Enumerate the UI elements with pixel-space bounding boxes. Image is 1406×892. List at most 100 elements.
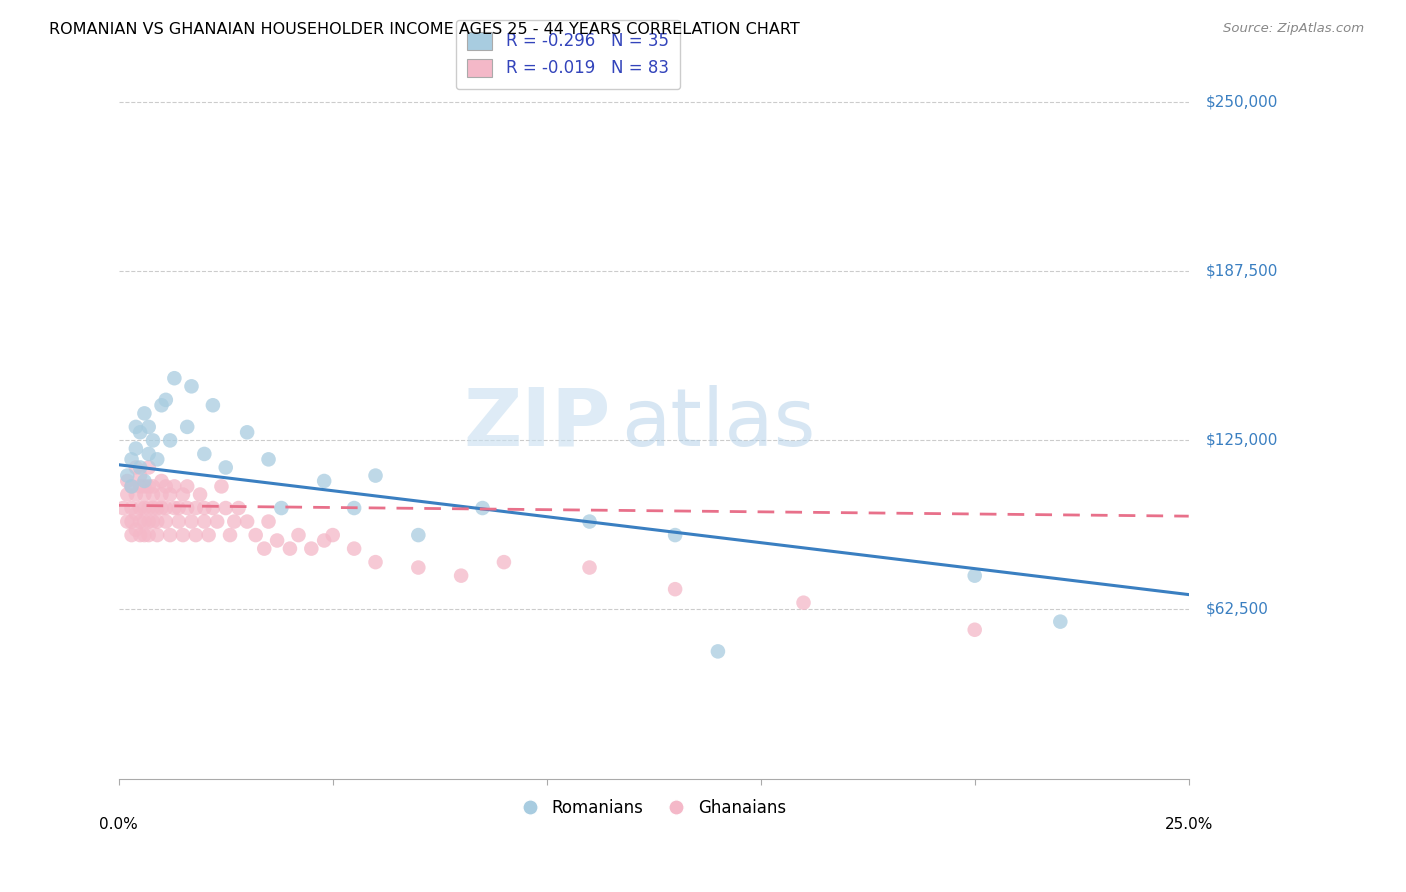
Point (1049, 615, 1071, 629)
Text: 0.0%: 0.0% (100, 817, 138, 832)
Point (172, 528, 194, 542)
Point (364, 555, 387, 569)
Point (963, 568, 986, 582)
Point (125, 460, 148, 475)
Point (219, 528, 242, 542)
Point (492, 555, 515, 569)
Point (167, 501, 190, 516)
Text: $125,000: $125,000 (1206, 433, 1278, 448)
Point (278, 541, 301, 556)
Point (134, 501, 156, 516)
Text: ROMANIAN VS GHANAIAN HOUSEHOLDER INCOME AGES 25 - 44 YEARS CORRELATION CHART: ROMANIAN VS GHANAIAN HOUSEHOLDER INCOME … (49, 22, 800, 37)
Point (201, 398, 224, 412)
Point (167, 515, 190, 529)
Point (266, 533, 288, 548)
Point (125, 507, 148, 521)
Point (146, 515, 169, 529)
Point (129, 460, 152, 475)
Point (184, 528, 207, 542)
Point (205, 515, 228, 529)
Point (134, 474, 156, 488)
Point (121, 528, 143, 542)
Point (134, 479, 156, 493)
Point (322, 528, 344, 542)
Point (299, 541, 322, 556)
Point (121, 515, 143, 529)
Point (180, 515, 202, 529)
Point (172, 487, 194, 501)
Point (471, 501, 494, 516)
Point (142, 434, 165, 448)
Point (129, 425, 152, 440)
Point (150, 487, 173, 501)
Point (125, 523, 148, 537)
Point (125, 420, 148, 434)
Point (121, 452, 143, 467)
Point (150, 398, 173, 412)
Point (121, 479, 143, 493)
Point (134, 528, 156, 542)
Point (257, 515, 280, 529)
Point (215, 501, 238, 516)
Point (117, 468, 139, 483)
Point (150, 474, 173, 488)
Point (163, 371, 186, 385)
Text: 25.0%: 25.0% (1164, 817, 1213, 832)
Point (193, 447, 215, 461)
Point (129, 468, 152, 483)
Point (155, 479, 177, 493)
Point (287, 528, 309, 542)
Point (142, 487, 165, 501)
Point (134, 515, 156, 529)
Point (125, 442, 148, 456)
Point (155, 392, 177, 407)
Point (129, 528, 152, 542)
Point (578, 515, 600, 529)
Point (188, 487, 211, 501)
Point (111, 501, 134, 516)
Text: $62,500: $62,500 (1206, 602, 1268, 617)
Point (129, 479, 152, 493)
Point (159, 487, 181, 501)
Point (163, 501, 186, 516)
Point (138, 501, 160, 516)
Point (159, 528, 181, 542)
Point (117, 474, 139, 488)
Point (176, 420, 198, 434)
Point (664, 528, 686, 542)
Point (138, 479, 160, 493)
Text: $187,500: $187,500 (1206, 264, 1278, 279)
Point (664, 582, 686, 597)
Point (578, 560, 600, 574)
Point (159, 434, 181, 448)
Point (408, 560, 430, 574)
Point (707, 644, 730, 658)
Text: Source: ZipAtlas.com: Source: ZipAtlas.com (1223, 22, 1364, 36)
Point (146, 528, 169, 542)
Point (138, 460, 160, 475)
Point (150, 501, 173, 516)
Point (138, 528, 160, 542)
Point (146, 501, 169, 516)
Point (163, 479, 186, 493)
Point (117, 515, 139, 529)
Point (314, 474, 336, 488)
Point (236, 425, 259, 440)
Point (138, 420, 160, 434)
Point (117, 487, 139, 501)
Point (129, 515, 152, 529)
Point (193, 501, 215, 516)
Point (176, 501, 198, 516)
Point (184, 501, 207, 516)
Point (138, 515, 160, 529)
Point (134, 487, 156, 501)
Point (963, 623, 986, 637)
Point (121, 501, 143, 516)
Point (211, 479, 233, 493)
Point (228, 501, 250, 516)
Point (224, 515, 246, 529)
Point (215, 460, 238, 475)
Point (792, 596, 814, 610)
Point (176, 479, 198, 493)
Point (142, 479, 165, 493)
